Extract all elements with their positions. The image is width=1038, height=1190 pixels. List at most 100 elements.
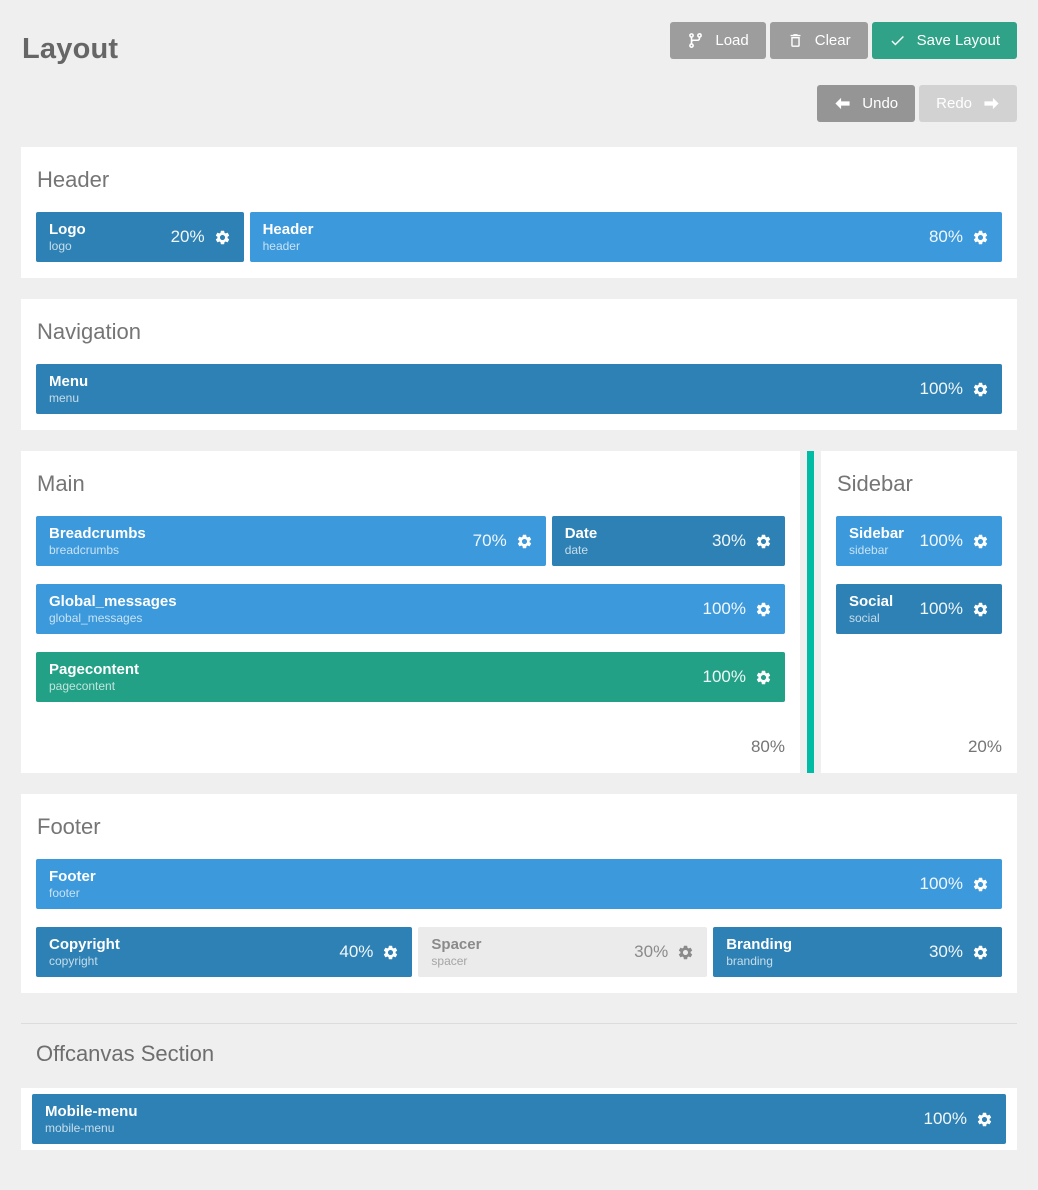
region-block[interactable]: Social social 100% [836, 584, 1002, 634]
block-title: Mobile-menu [45, 1103, 138, 1120]
gear-icon[interactable] [214, 229, 231, 246]
toolbar-row-history: Undo Redo [817, 85, 1017, 122]
block-width-percent: 100% [919, 599, 963, 618]
section-rows: Logo logo 20% Header header 80% [36, 212, 1002, 262]
block-row: Copyright copyright 40% Spacer spacer 30… [36, 927, 1002, 977]
gear-icon[interactable] [755, 601, 772, 618]
region-block[interactable]: Global_messages global_messages 100% [36, 584, 785, 634]
block-width-percent: 100% [919, 531, 963, 550]
block-labels: Date date [565, 524, 598, 558]
block-controls: 100% [920, 874, 989, 894]
arrow-left-icon [834, 95, 851, 112]
block-controls: 100% [920, 379, 989, 399]
clear-button-label: Clear [814, 32, 851, 49]
gear-icon[interactable] [677, 944, 694, 961]
layout-section-card: Footer Footer footer 100% Copyright copy… [21, 794, 1017, 993]
load-button[interactable]: Load [670, 22, 766, 59]
gear-icon[interactable] [755, 533, 772, 550]
region-total-percent: 20% [967, 737, 1002, 756]
block-row: Sidebar sidebar 100% [836, 516, 1002, 566]
region-block[interactable]: Branding branding 30% [713, 927, 1002, 977]
section-rows: Menu menu 100% [36, 364, 1002, 414]
gear-icon[interactable] [382, 944, 399, 961]
topbar: Layout Load Clear Save Layout [21, 0, 1017, 122]
git-branch-icon [687, 32, 704, 49]
section-title: Offcanvas Section [36, 1041, 215, 1066]
block-title: Breadcrumbs [49, 525, 146, 542]
layout-sections: Header Logo logo 20% Header header 80% N… [21, 147, 1017, 1150]
region-block[interactable]: Date date 30% [551, 516, 785, 566]
page-title: Layout [22, 33, 119, 65]
block-machine-name: breadcrumbs [49, 543, 120, 557]
section-title: Sidebar [837, 471, 913, 496]
block-labels: Social social [849, 592, 893, 626]
region-split-divider[interactable] [807, 451, 814, 773]
region-total-percent: 80% [750, 737, 785, 756]
layout-section-card: Navigation Menu menu 100% [21, 299, 1017, 430]
section-title: Header [37, 167, 110, 192]
gear-icon[interactable] [972, 533, 989, 550]
gear-icon[interactable] [972, 229, 989, 246]
block-width-percent: 100% [919, 874, 963, 893]
block-title: Spacer [431, 936, 482, 953]
load-button-label: Load [715, 32, 749, 49]
block-machine-name: date [564, 543, 589, 557]
block-width-percent: 100% [702, 667, 746, 686]
gear-icon[interactable] [972, 601, 989, 618]
region-block[interactable]: Menu menu 100% [36, 364, 1002, 414]
block-labels: Branding branding [726, 935, 792, 969]
block-width-percent: 100% [923, 1109, 967, 1128]
gear-icon[interactable] [976, 1111, 993, 1128]
gear-icon[interactable] [972, 381, 989, 398]
region-block[interactable]: Footer footer 100% [36, 859, 1002, 909]
region-block[interactable]: Copyright copyright 40% [36, 927, 413, 977]
block-row: Social social 100% [836, 584, 1002, 634]
region-block[interactable]: Sidebar sidebar 100% [836, 516, 1002, 566]
block-labels: Menu menu [49, 372, 88, 406]
block-machine-name: spacer [431, 954, 468, 968]
region-block[interactable]: Breadcrumbs breadcrumbs 70% [36, 516, 546, 566]
toolbar-row-primary: Load Clear Save Layout [670, 22, 1017, 59]
clear-button[interactable]: Clear [769, 22, 868, 59]
block-controls: 100% [920, 531, 989, 551]
block-controls: 80% [929, 227, 989, 247]
block-labels: Sidebar sidebar [849, 524, 904, 558]
block-labels: Pagecontent pagecontent [49, 660, 139, 694]
block-controls: 40% [339, 942, 399, 962]
block-title: Logo [49, 221, 86, 238]
gear-icon[interactable] [972, 944, 989, 961]
block-controls: 30% [634, 942, 694, 962]
block-labels: Global_messages global_messages [49, 592, 177, 626]
region-block[interactable]: Header header 80% [249, 212, 1002, 262]
block-row: Menu menu 100% [36, 364, 1002, 414]
block-width-percent: 40% [339, 942, 374, 961]
offcanvas-block-wrap: Mobile-menu mobile-menu 100% [21, 1088, 1017, 1150]
block-title: Social [849, 593, 894, 610]
block-machine-name: menu [49, 391, 80, 405]
save-layout-button[interactable]: Save Layout [871, 22, 1017, 59]
region-block[interactable]: Pagecontent pagecontent 100% [36, 652, 785, 702]
offcanvas-section: Offcanvas Section Mobile-menu mobile-men… [21, 1023, 1017, 1150]
block-machine-name: global_messages [49, 611, 143, 625]
block-title: Branding [726, 936, 793, 953]
block-width-percent: 100% [919, 379, 963, 398]
undo-button[interactable]: Undo [817, 85, 916, 122]
gear-icon[interactable] [755, 669, 772, 686]
block-width-percent: 70% [472, 531, 507, 550]
block-labels: Header header [263, 220, 314, 254]
section-title: Navigation [37, 319, 141, 344]
region-block[interactable]: Logo logo 20% [36, 212, 244, 262]
block-controls: 100% [703, 599, 772, 619]
gear-icon[interactable] [516, 533, 533, 550]
block-title: Pagecontent [49, 661, 140, 678]
region-block[interactable]: Mobile-menu mobile-menu 100% [32, 1094, 1006, 1144]
region-block[interactable]: Spacer spacer 30% [418, 927, 708, 977]
block-title: Copyright [49, 936, 120, 953]
block-controls: 100% [924, 1109, 993, 1129]
block-title: Footer [49, 868, 96, 885]
gear-icon[interactable] [972, 876, 989, 893]
main-sidebar-split: Main Breadcrumbs breadcrumbs 70% Date da… [21, 451, 1017, 773]
redo-button[interactable]: Redo [919, 85, 1017, 122]
block-width-percent: 30% [711, 531, 746, 550]
